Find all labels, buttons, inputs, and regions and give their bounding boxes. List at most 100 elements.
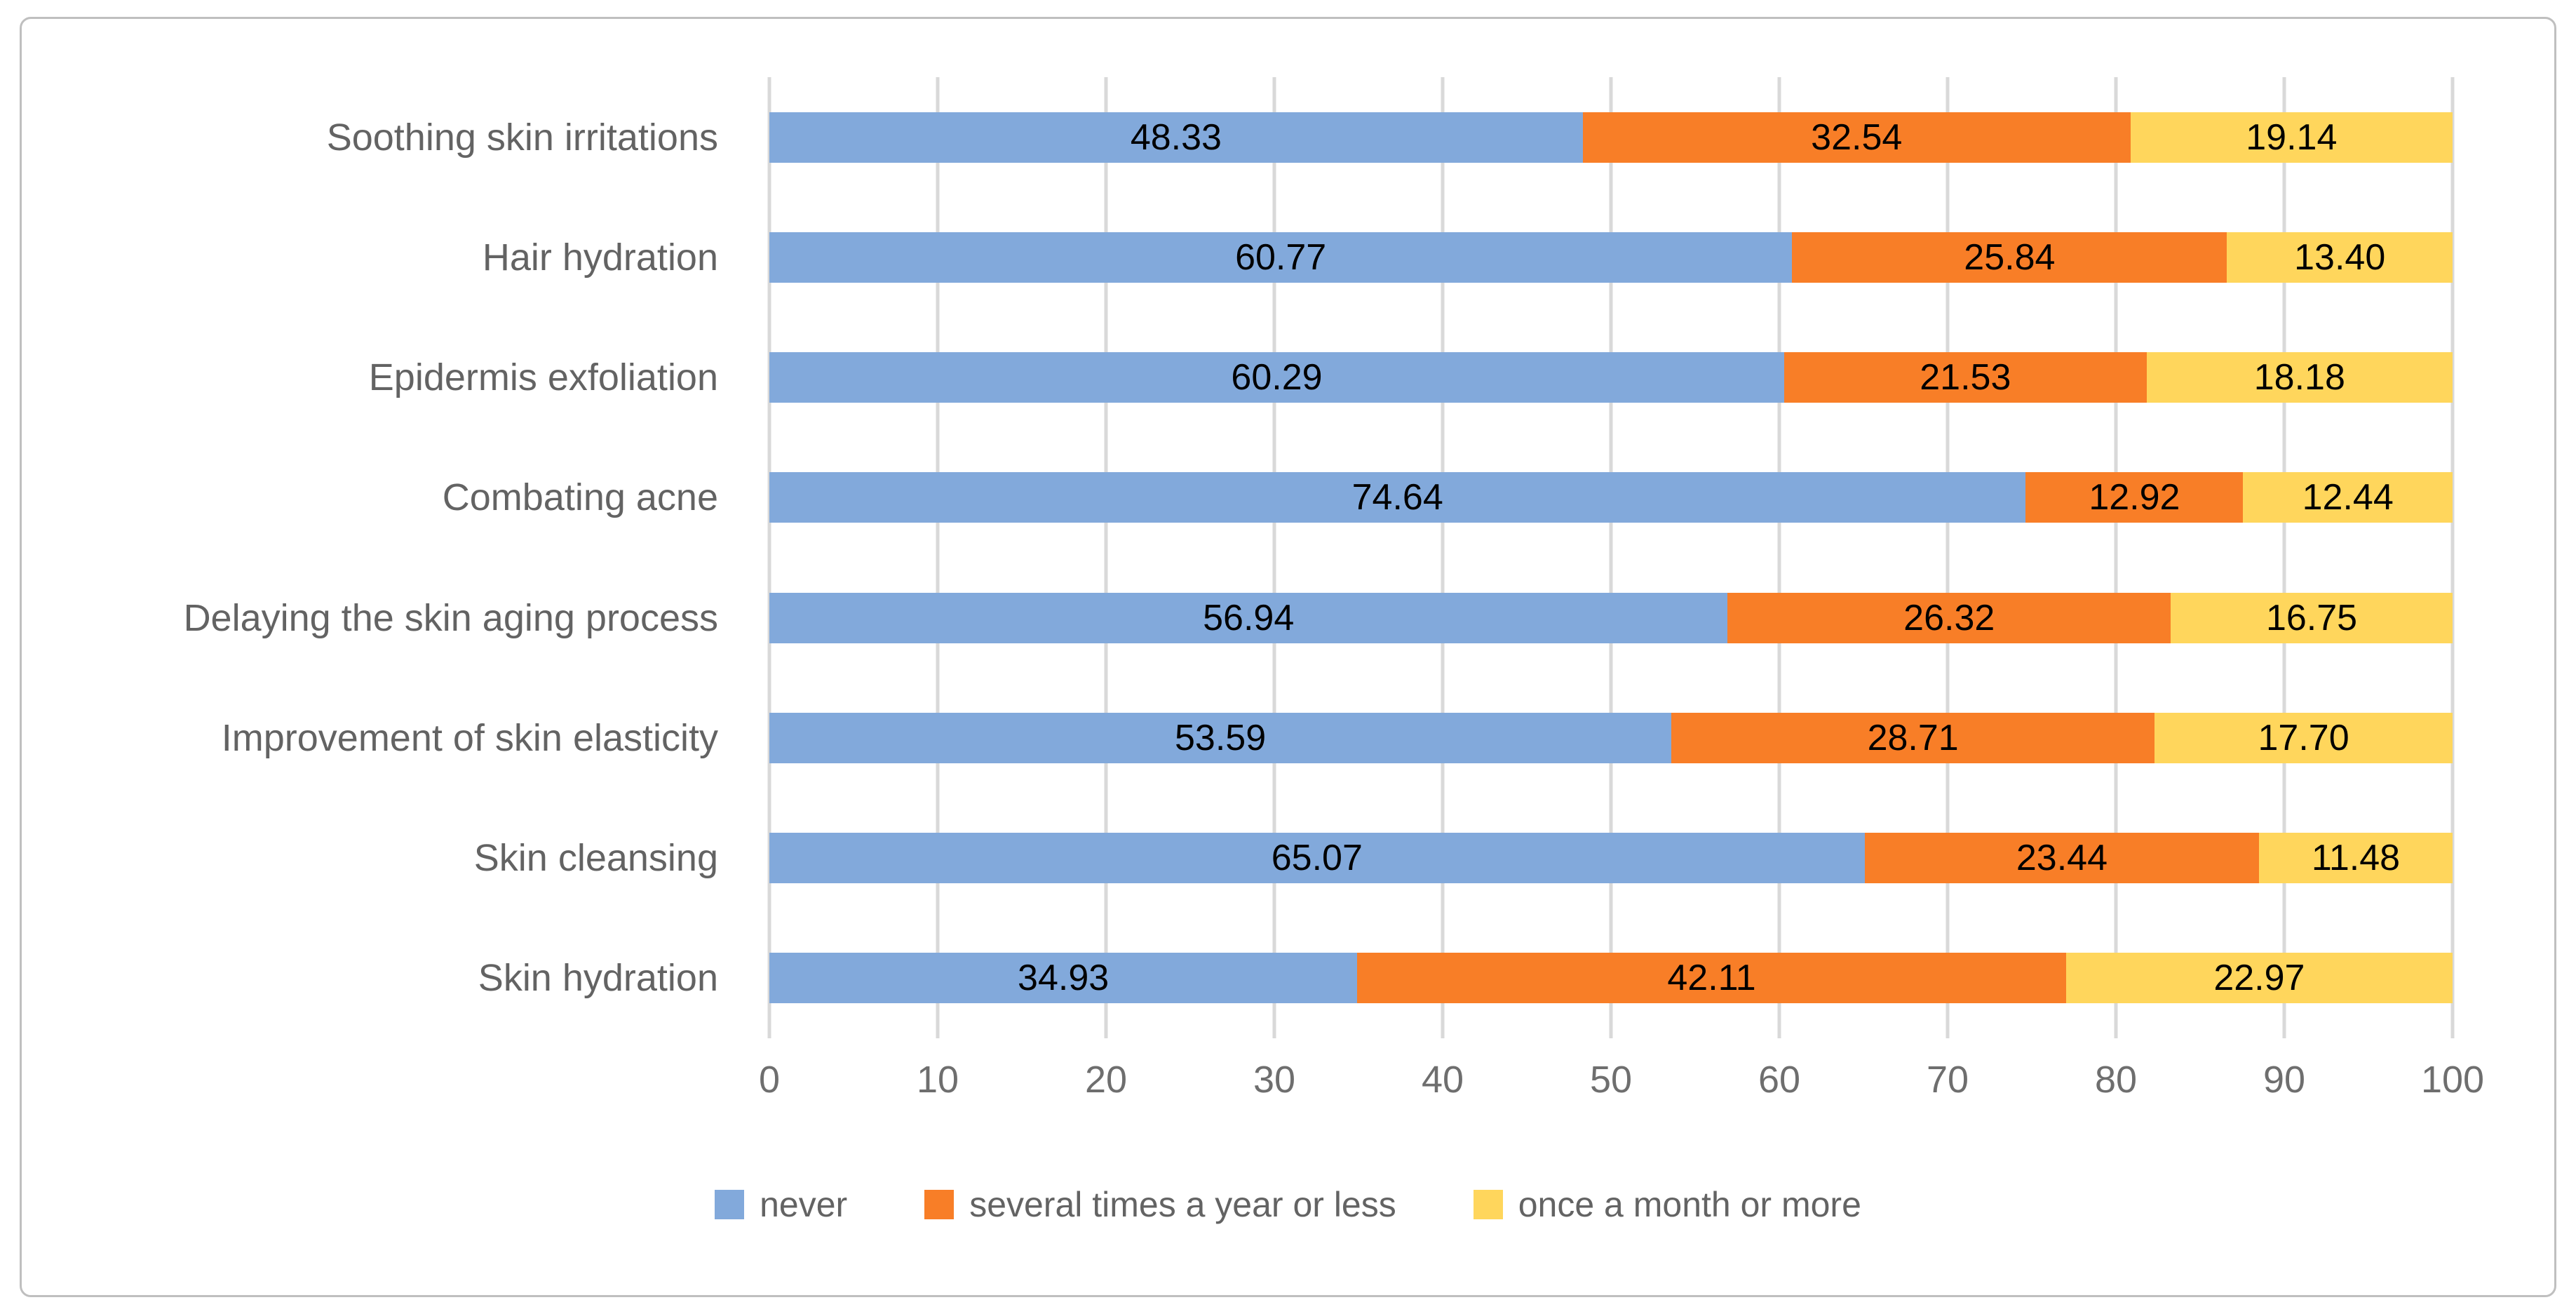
x-tick-label: 90 <box>2263 1059 2306 1101</box>
x-tick-label: 70 <box>1926 1059 1969 1101</box>
category-label: Epidermis exfoliation <box>368 356 718 398</box>
category-label: Hair hydration <box>482 236 718 279</box>
x-tick-label: 0 <box>758 1059 781 1101</box>
bar-row: 53.59 28.71 17.70 <box>769 678 2453 798</box>
x-tick-label: 50 <box>1589 1059 1633 1101</box>
bar-segment: 60.29 <box>769 352 1784 403</box>
data-label: 12.92 <box>2089 477 2180 518</box>
data-label: 32.54 <box>1811 116 1903 158</box>
legend-item: once a month or more <box>1473 1184 1861 1225</box>
data-label: 19.14 <box>2246 116 2338 158</box>
gridline <box>936 77 940 1038</box>
x-tick-label: 30 <box>1253 1059 1296 1101</box>
category-label: Skin cleansing <box>473 837 718 879</box>
stacked-bar: 56.94 26.32 16.75 <box>769 592 2453 643</box>
legend-label: once a month or more <box>1518 1185 1861 1224</box>
legend-item: never <box>715 1184 847 1225</box>
data-label: 74.64 <box>1351 477 1443 518</box>
bar-segment: 34.93 <box>769 953 1358 1004</box>
gridline <box>1609 77 1613 1038</box>
bar-segment: 65.07 <box>769 833 1865 883</box>
bar-segment: 21.53 <box>1783 352 2147 403</box>
stacked-bar: 65.07 23.44 11.48 <box>769 833 2453 883</box>
bar-segment: 26.32 <box>1727 592 2171 643</box>
legend-label: never <box>760 1185 848 1224</box>
data-label: 16.75 <box>2265 597 2358 638</box>
legend-swatch-icon <box>715 1190 745 1219</box>
data-label: 17.70 <box>2258 717 2349 758</box>
data-label: 23.44 <box>2016 838 2108 878</box>
gridline <box>2450 77 2455 1038</box>
bar-segment: 19.14 <box>2130 112 2453 163</box>
data-label: 22.97 <box>2213 958 2305 999</box>
gridline <box>1441 77 1445 1038</box>
bar-row: 48.33 32.54 19.14 <box>769 77 2453 197</box>
bar-segment: 11.48 <box>2259 833 2453 883</box>
stacked-bar: 48.33 32.54 19.14 <box>769 112 2453 163</box>
data-label: 28.71 <box>1867 717 1959 758</box>
category-label: Skin hydration <box>478 957 718 1000</box>
data-label: 48.33 <box>1130 116 1222 158</box>
data-label: 34.93 <box>1018 958 1110 999</box>
category-label: Combating acne <box>442 476 718 519</box>
data-label: 53.59 <box>1175 717 1267 758</box>
bar-row: 60.77 25.84 13.40 <box>769 197 2453 317</box>
data-label: 18.18 <box>2253 357 2345 398</box>
value-axis: 0 10 20 30 40 50 60 70 80 90 100 <box>759 1058 2484 1107</box>
bar-segment: 60.77 <box>769 232 1793 283</box>
bar-segment: 25.84 <box>1792 232 2227 283</box>
bar-row: 65.07 23.44 11.48 <box>769 798 2453 918</box>
bar-segment: 48.33 <box>769 112 1583 163</box>
bar-row: 34.93 42.11 22.97 <box>769 918 2453 1038</box>
x-tick-label: 80 <box>2094 1059 2138 1101</box>
bar-segment: 56.94 <box>769 592 1728 643</box>
data-label: 65.07 <box>1271 838 1363 878</box>
bar-segment: 28.71 <box>1671 712 2155 763</box>
bar-segment: 13.40 <box>2227 232 2453 283</box>
gridline <box>767 77 771 1038</box>
data-label: 21.53 <box>1920 357 2011 398</box>
data-label: 42.11 <box>1667 958 1756 999</box>
bar-segment: 23.44 <box>1864 833 2260 883</box>
data-label: 60.29 <box>1231 357 1323 398</box>
category-label: Soothing skin irritations <box>326 116 718 159</box>
bar-row: 56.94 26.32 16.75 <box>769 558 2453 678</box>
stacked-bar: 74.64 12.92 12.44 <box>769 472 2453 523</box>
stacked-bar: 34.93 42.11 22.97 <box>769 953 2453 1004</box>
bar-segment: 32.54 <box>1582 112 2131 163</box>
bar-row: 60.29 21.53 18.18 <box>769 318 2453 438</box>
category-label: Improvement of skin elasticity <box>221 716 718 759</box>
legend: never several times a year or less once a … <box>0 1184 2576 1225</box>
plot-area: 48.33 32.54 19.14 60.77 25.84 13.40 60.29 21.53… <box>767 77 2455 1038</box>
legend-swatch-icon <box>1473 1190 1503 1219</box>
x-tick-label: 20 <box>1084 1059 1128 1101</box>
data-label: 11.48 <box>2311 838 2401 878</box>
gridline <box>1777 77 1781 1038</box>
bar-segment: 18.18 <box>2146 352 2453 403</box>
legend-label: several times a year or less <box>969 1185 1396 1224</box>
gridline <box>2114 77 2118 1038</box>
stacked-bar: 60.77 25.84 13.40 <box>769 232 2453 283</box>
data-label: 13.40 <box>2294 236 2386 278</box>
category-axis: Soothing skin irritations Hair hydration E… <box>21 77 743 1038</box>
data-label: 25.84 <box>1964 236 2056 278</box>
bar-segment: 42.11 <box>1357 953 2066 1004</box>
x-tick-label: 10 <box>916 1059 959 1101</box>
legend-item: several times a year or less <box>924 1184 1396 1225</box>
legend-swatch-icon <box>924 1190 955 1219</box>
gridline <box>2282 77 2286 1038</box>
data-label: 56.94 <box>1203 597 1295 638</box>
bar-segment: 53.59 <box>769 712 1672 763</box>
stacked-bar: 53.59 28.71 17.70 <box>769 712 2453 763</box>
x-tick-label: 100 <box>2420 1059 2485 1101</box>
bar-segment: 12.44 <box>2243 472 2453 523</box>
figure-border <box>20 17 2556 1297</box>
data-label: 12.44 <box>2302 477 2394 518</box>
bar-row: 74.64 12.92 12.44 <box>769 438 2453 558</box>
data-label: 60.77 <box>1235 236 1327 278</box>
bar-segment: 16.75 <box>2171 592 2453 643</box>
gridline <box>1946 77 1950 1038</box>
bar-segment: 22.97 <box>2065 953 2453 1004</box>
bar-segment: 12.92 <box>2025 472 2244 523</box>
